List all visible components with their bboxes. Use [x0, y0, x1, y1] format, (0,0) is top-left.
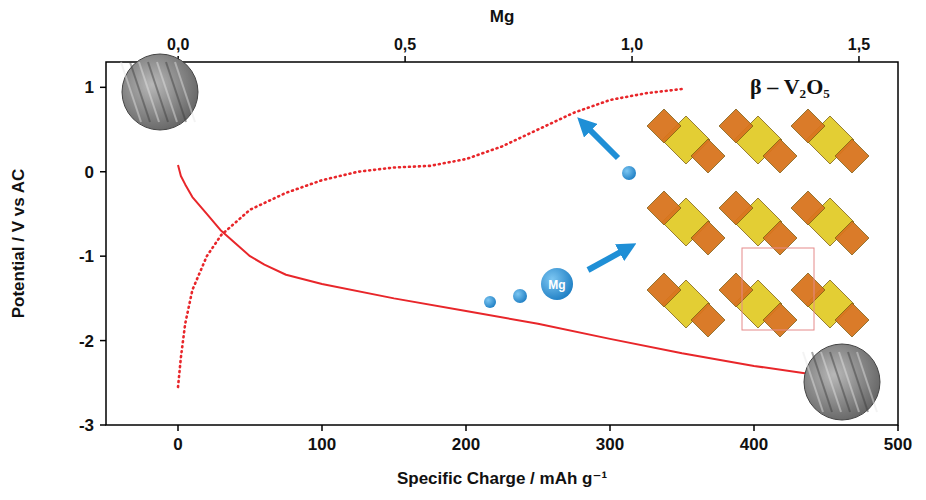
x2-axis-title: Mg — [490, 7, 515, 26]
x-tick-label: 200 — [452, 435, 480, 454]
x-tick-label: 300 — [596, 435, 624, 454]
series-line — [178, 89, 682, 387]
x-axis-title: Specific Charge / mAh g⁻¹ — [397, 469, 608, 488]
x-tick-label: 100 — [308, 435, 336, 454]
x2-tick-label: 0,0 — [167, 36, 189, 53]
x-tick — [609, 425, 611, 431]
y-tick — [100, 87, 106, 89]
x-tick-label: 500 — [884, 435, 912, 454]
y-axis-title: Potential / V vs AC — [9, 169, 28, 319]
x-tick — [753, 425, 755, 431]
x2-tick — [631, 56, 633, 62]
x-tick — [177, 425, 179, 431]
chart: 0 100 200 300 400 500 -3 -2 -1 0 1 0,0 0,5 1,0 1,5 Spec… — [0, 0, 926, 500]
y-tick-label: 0 — [85, 163, 94, 182]
x-tick — [465, 425, 467, 431]
x-tick — [897, 425, 899, 431]
plot-area — [178, 89, 812, 387]
y-tick — [100, 424, 106, 426]
series-line — [178, 165, 812, 374]
x-tick — [321, 425, 323, 431]
x2-tick-label: 0,5 — [394, 36, 416, 53]
y-tick-label: -3 — [79, 416, 94, 435]
y-tick-label: -1 — [79, 247, 94, 266]
x2-tick — [404, 56, 406, 62]
y-tick — [100, 255, 106, 257]
y-tick — [100, 340, 106, 342]
y-tick — [100, 171, 106, 173]
micrograph — [803, 344, 880, 420]
plot-frame — [106, 62, 898, 425]
x2-tick — [858, 56, 860, 62]
ion-decor — [484, 124, 636, 308]
y-tick-label: 1 — [85, 78, 94, 97]
x2-tick-label: 1,0 — [621, 36, 643, 53]
x2-tick-label: 1,5 — [848, 36, 870, 53]
x-tick-label: 400 — [740, 435, 768, 454]
x-tick-label: 0 — [173, 435, 182, 454]
annotation: β – V₂O₅ — [750, 74, 830, 99]
crystal-structure — [647, 109, 869, 337]
annotation: Mg — [548, 278, 565, 292]
y-tick-label: -2 — [79, 332, 94, 351]
micrograph — [121, 54, 198, 130]
